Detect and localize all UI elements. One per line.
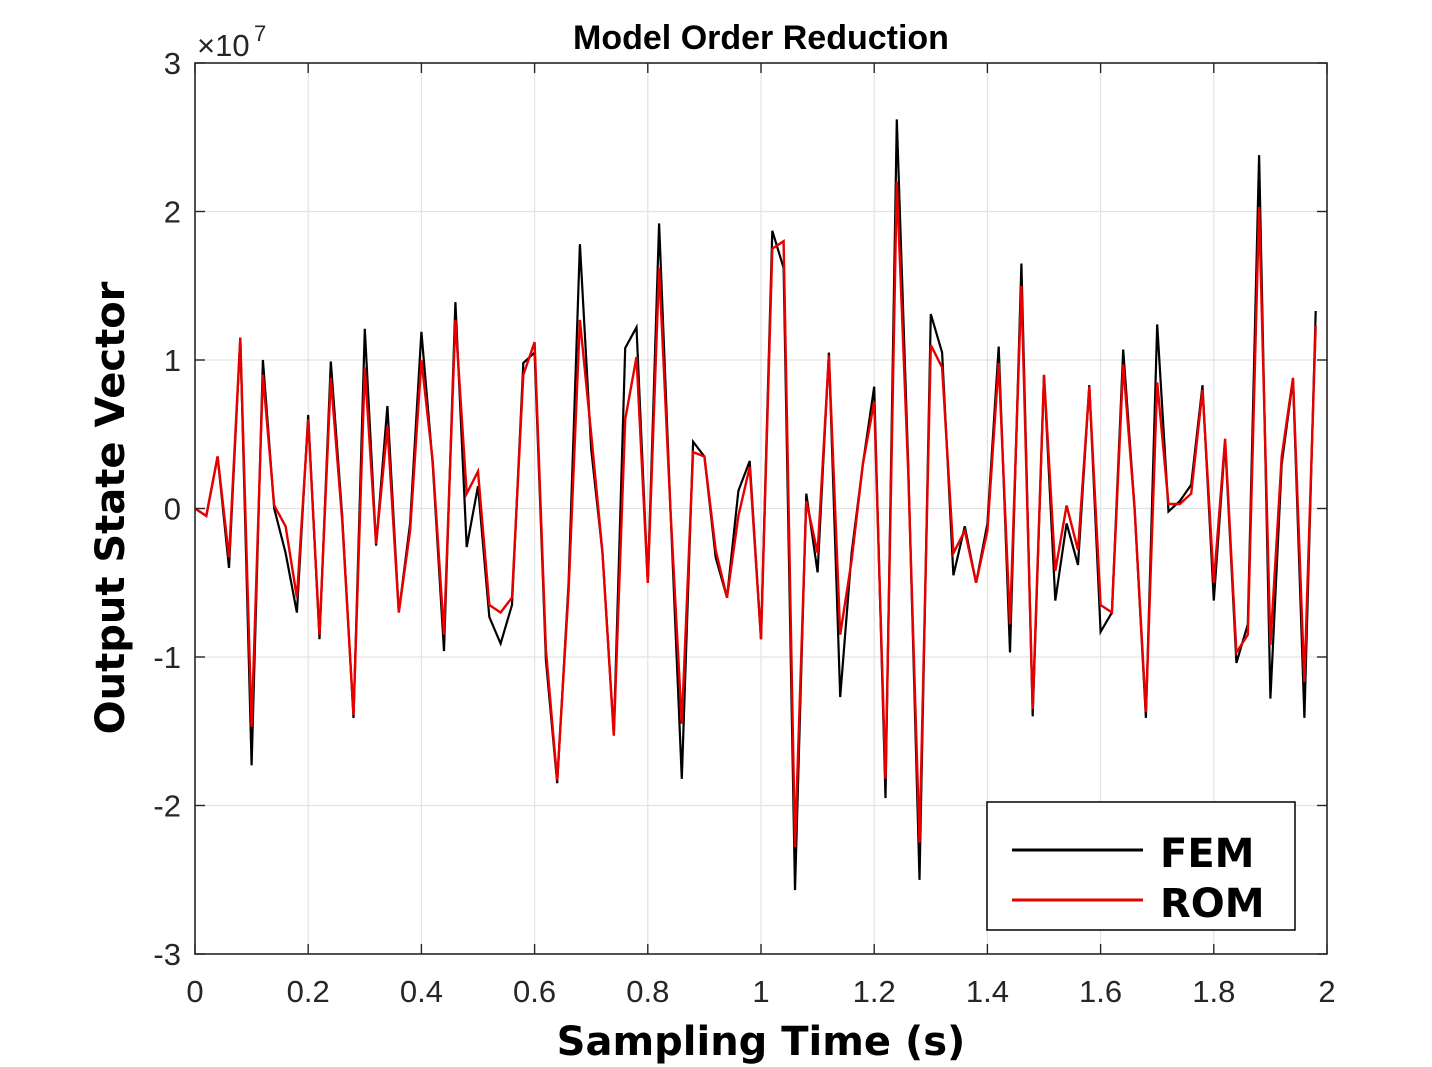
y-tick-label: 3 [164, 46, 181, 81]
x-tick-label: 0.6 [513, 974, 556, 1009]
y-tick-label: 1 [164, 343, 181, 378]
x-tick-label: 0.8 [626, 974, 669, 1009]
x-tick-label: 1 [752, 974, 769, 1009]
x-tick-label: 1.4 [966, 974, 1009, 1009]
y-exponent-power: 7 [254, 21, 266, 46]
legend: FEM ROM [986, 801, 1296, 931]
y-tick-labels: -3 -2 -1 0 1 2 3 [153, 46, 181, 972]
x-tick-label: 0 [186, 974, 203, 1009]
legend-box [986, 801, 1296, 931]
x-tick-label: 0.4 [400, 974, 443, 1009]
y-axis-exponent: ×10 7 [197, 21, 266, 63]
legend-label-rom: ROM [1160, 881, 1265, 927]
x-axis-label: Sampling Time (s) [557, 1019, 966, 1065]
y-exponent-base: ×10 [197, 28, 250, 63]
x-tick-label: 2 [1318, 974, 1335, 1009]
y-tick-label: -1 [153, 640, 181, 675]
y-tick-label: 2 [164, 195, 181, 230]
series-line-rom [194, 181, 1317, 848]
tick-marks [194, 62, 1328, 955]
legend-label-fem: FEM [1160, 831, 1254, 877]
x-tick-label: 0.2 [287, 974, 330, 1009]
y-tick-label: -2 [153, 789, 181, 824]
series-lines [194, 119, 1317, 891]
chart-title: Model Order Reduction [573, 19, 949, 57]
y-tick-label: -3 [153, 937, 181, 972]
x-tick-label: 1.2 [853, 974, 896, 1009]
y-tick-label: 0 [164, 492, 181, 527]
x-tick-label: 1.8 [1192, 974, 1235, 1009]
x-tick-label: 1.6 [1079, 974, 1122, 1009]
y-axis-label: Output State Vector [88, 281, 134, 734]
x-tick-labels: 0 0.2 0.4 0.6 0.8 1 1.2 1.4 1.6 1.8 2 [186, 974, 1335, 1009]
